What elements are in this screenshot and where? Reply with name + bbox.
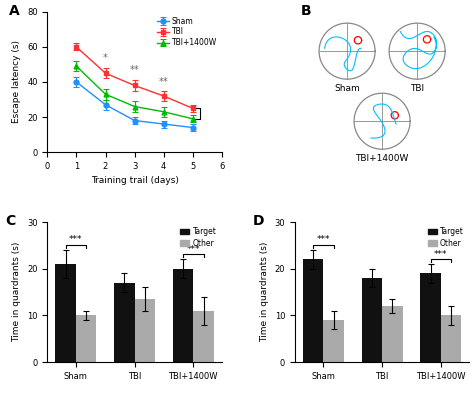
Text: **: ** xyxy=(130,65,139,75)
Y-axis label: Time in quardrants (s): Time in quardrants (s) xyxy=(12,242,21,342)
Text: TBI: TBI xyxy=(410,84,424,93)
Bar xyxy=(135,299,155,362)
Text: ***: *** xyxy=(434,250,447,259)
Text: ***: *** xyxy=(69,236,82,244)
X-axis label: Training trail (days): Training trail (days) xyxy=(91,176,179,185)
Text: B: B xyxy=(301,4,311,18)
Text: *: * xyxy=(103,53,108,63)
Text: **: ** xyxy=(159,77,168,87)
Legend: Target, Other: Target, Other xyxy=(426,226,465,249)
Bar xyxy=(173,269,193,362)
Y-axis label: Escape latency (s): Escape latency (s) xyxy=(12,41,21,123)
Bar xyxy=(323,320,344,362)
Text: C: C xyxy=(6,214,16,228)
Bar xyxy=(114,283,135,362)
Text: ***: *** xyxy=(317,236,330,244)
Legend: Sham, TBI, TBI+1400W: Sham, TBI, TBI+1400W xyxy=(156,16,218,48)
Bar xyxy=(362,278,382,362)
Text: ***: *** xyxy=(186,245,200,254)
Text: Sham: Sham xyxy=(334,84,360,93)
Bar xyxy=(441,316,461,362)
Y-axis label: Time in quardrants (s): Time in quardrants (s) xyxy=(260,242,269,342)
Bar xyxy=(420,273,441,362)
Bar xyxy=(303,259,323,362)
Bar xyxy=(55,264,76,362)
Text: D: D xyxy=(253,214,264,228)
Text: A: A xyxy=(9,4,20,18)
Bar xyxy=(382,306,402,362)
Text: TBI+1400W: TBI+1400W xyxy=(356,154,409,163)
Legend: Target, Other: Target, Other xyxy=(179,226,218,249)
Bar xyxy=(193,311,214,362)
Bar xyxy=(76,316,96,362)
